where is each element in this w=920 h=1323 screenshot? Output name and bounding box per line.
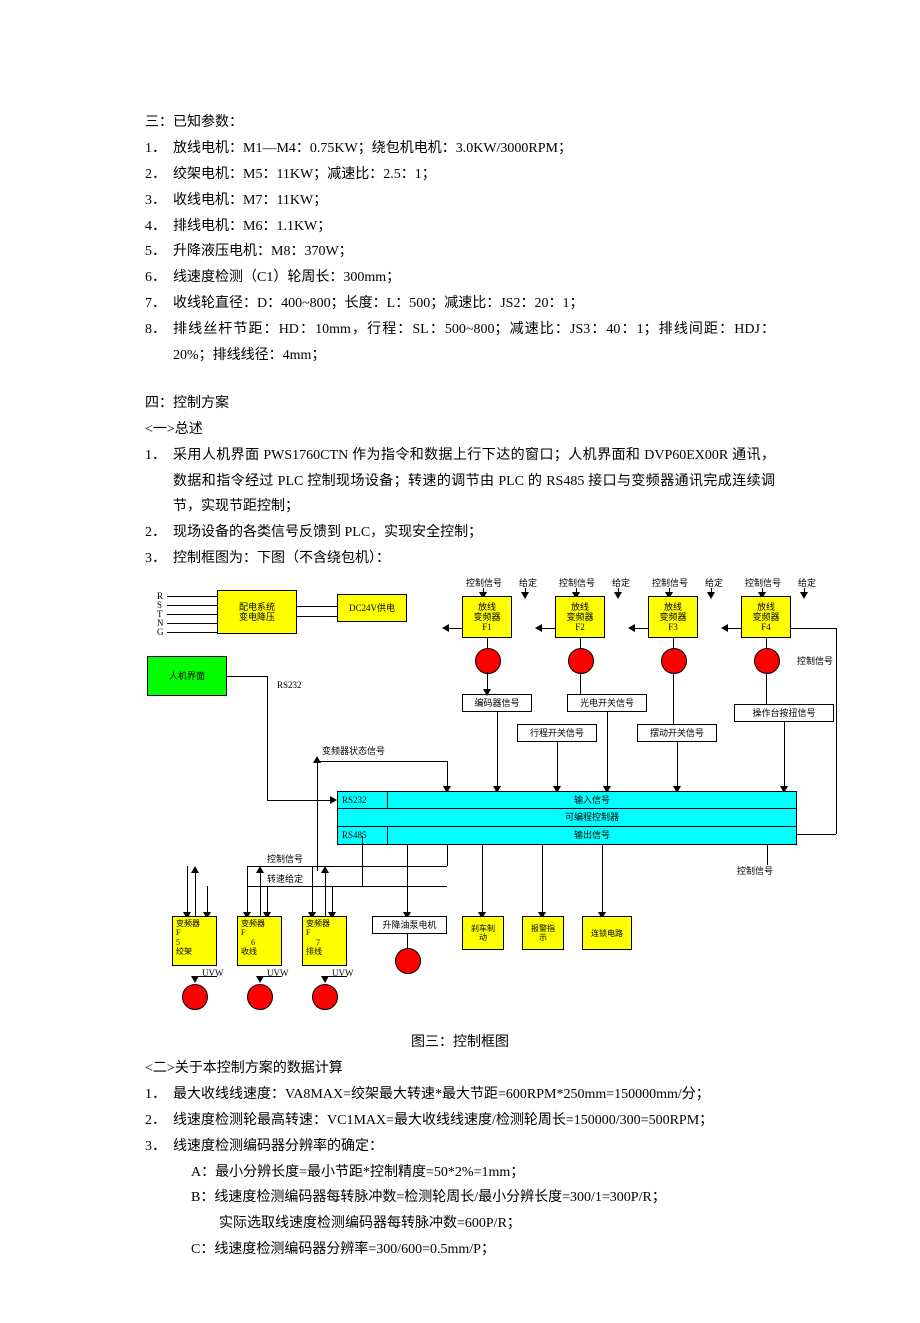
ctrl-sig-label: 控制信号 (737, 866, 773, 876)
ctrl-sig-label: 控制信号 (652, 578, 688, 588)
rs232-label: RS232 (277, 680, 302, 690)
sub-calc-list: A：最小分辨长度=最小节距*控制精度=50*2%=1mm； B：线速度检测编码器… (145, 1160, 775, 1264)
item-num: 8． (145, 317, 173, 369)
item-num: 2． (145, 520, 173, 546)
dc24v-box: DC24V供电 (337, 594, 407, 622)
control-block-diagram: R S T N G 配电系统 变电降压 DC24V供电 控制信号 给定 放线 变… (147, 576, 847, 1024)
item-text: 放线电机：M1—M4：0.75KW；绕包机电机：3.0KW/3000RPM； (173, 136, 775, 162)
item-text: 线速度检测编码器分辨率的确定： (173, 1134, 775, 1160)
calc-list: 1．最大收线线速度：VA8MAX=绞架最大转速*最大节距=600RPM*250m… (145, 1082, 775, 1160)
item-num: 4． (145, 214, 173, 240)
figure-caption: 图三：控制框图 (145, 1030, 775, 1056)
speed-set-label: 转速给定 (267, 874, 303, 884)
given-label: 给定 (705, 578, 723, 588)
item-text: 控制框图为：下图（不含绕包机）： (173, 546, 775, 572)
payoff-vfd-f1: 放线 变频器 F1 (462, 596, 512, 638)
item-text: 现场设备的各类信号反馈到 PLC，实现安全控制； (173, 520, 775, 546)
vfd-f6-box: 变频器 F 6 收线 (237, 916, 282, 966)
item-text: 线速度检测（C1）轮周长：300mm； (173, 265, 775, 291)
plc-input-label: 输入信号 (388, 792, 796, 808)
brake-box: 刹车制 动 (462, 916, 504, 950)
ctrl-sig-label: 控制信号 (559, 578, 595, 588)
calc-b: B：线速度检测编码器每转脉冲数=检测轮周长/最小分辨长度=300/1=300P/… (191, 1185, 775, 1211)
panel-signal-box: 操作台按扭信号 (734, 704, 834, 722)
item-text: 线速度检测轮最高转速：VC1MAX=最大收线线速度/检测轮周长=150000/3… (173, 1108, 775, 1134)
item-num: 3． (145, 188, 173, 214)
item-text: 最大收线线速度：VA8MAX=绞架最大转速*最大节距=600RPM*250mm=… (173, 1082, 775, 1108)
plc-box: RS232 输入信号 可编程控制器 RS485 输出信号 (337, 791, 797, 845)
uvw-label: UVW (267, 968, 289, 978)
plc-rs232-port: RS232 (338, 792, 388, 808)
item-num: 6． (145, 265, 173, 291)
item-text: 升降液压电机：M8：370W； (173, 239, 775, 265)
page: 三：已知参数： 1．放线电机：M1—M4：0.75KW；绕包机电机：3.0KW/… (0, 0, 920, 1323)
plc-name-label: 可编程控制器 (388, 809, 796, 825)
vfd-status-label: 变频器状态信号 (322, 746, 385, 756)
item-text: 收线电机：M7：11KW； (173, 188, 775, 214)
plc-output-label: 输出信号 (388, 827, 796, 844)
ctrl-sig-label: 控制信号 (466, 578, 502, 588)
motor-icon (312, 984, 338, 1010)
travel-signal-box: 行程开关信号 (517, 724, 597, 742)
interlock-box: 连锁电路 (582, 916, 632, 950)
uvw-label: UVW (332, 968, 354, 978)
item-num: 1． (145, 136, 173, 162)
given-label: 给定 (519, 578, 537, 588)
payoff-vfd-f4: 放线 变频器 F4 (741, 596, 791, 638)
motor-icon (661, 648, 687, 674)
item-text: 排线电机：M6：1.1KW； (173, 214, 775, 240)
ctrl-sig-label: 控制信号 (745, 578, 781, 588)
payoff-vfd-f2: 放线 变频器 F2 (555, 596, 605, 638)
section4-title: 四：控制方案 (145, 391, 775, 417)
alarm-box: 报警指 示 (522, 916, 564, 950)
item-num: 2． (145, 1108, 173, 1134)
item-num: 3． (145, 546, 173, 572)
vfd-f5-box: 变频器 F 5 绞架 (172, 916, 217, 966)
photo-signal-box: 光电开关信号 (567, 694, 647, 712)
motor-icon (182, 984, 208, 1010)
calc-c: C：线速度检测编码器分辨率=300/600=0.5mm/P； (191, 1237, 775, 1263)
calc-a: A：最小分辨长度=最小节距*控制精度=50*2%=1mm； (191, 1160, 775, 1186)
phase-g: G (157, 627, 164, 637)
item-text: 排线丝杆节距：HD：10mm，行程：SL：500~800；减速比：JS3：40：… (173, 317, 775, 369)
ctrl-sig-label: 控制信号 (267, 854, 303, 864)
sub1-title: <一>总述 (145, 417, 775, 443)
swing-signal-box: 摆动开关信号 (637, 724, 717, 742)
item-num: 1． (145, 1082, 173, 1108)
item-text: 采用人机界面 PWS1760CTN 作为指令和数据上行下达的窗口；人机界面和 D… (173, 443, 775, 521)
item-text: 收线轮直径：D：400~800；长度：L：500；减速比：JS2：20：1； (173, 291, 775, 317)
item-text: 绞架电机：M5：11KW；减速比：2.5：1； (173, 162, 775, 188)
given-label: 给定 (798, 578, 816, 588)
motor-icon (568, 648, 594, 674)
encoder-signal-box: 编码器信号 (462, 694, 532, 712)
item-num: 7． (145, 291, 173, 317)
item-num: 2． (145, 162, 173, 188)
motor-icon (247, 984, 273, 1010)
motor-icon (395, 948, 421, 974)
payoff-vfd-f3: 放线 变频器 F3 (648, 596, 698, 638)
uvw-label: UVW (202, 968, 224, 978)
sub2-title: <二>关于本控制方案的数据计算 (145, 1056, 775, 1082)
hmi-box: 人机界面 (147, 656, 227, 696)
ctrl-sig-label: 控制信号 (797, 656, 833, 666)
power-system-box: 配电系统 变电降压 (217, 590, 297, 634)
pump-motor-box: 升降油泵电机 (372, 916, 447, 934)
item-num: 3． (145, 1134, 173, 1160)
vfd-f7-box: 变频器 F 7 排线 (302, 916, 347, 966)
given-label: 给定 (612, 578, 630, 588)
plc-rs485-port: RS485 (338, 827, 388, 844)
item-num: 5． (145, 239, 173, 265)
section3-title: 三：已知参数： (145, 110, 775, 136)
calc-b2: 实际选取线速度检测编码器每转脉冲数=600P/R； (191, 1211, 775, 1237)
motor-icon (754, 648, 780, 674)
params-list: 1．放线电机：M1—M4：0.75KW；绕包机电机：3.0KW/3000RPM；… (145, 136, 775, 369)
scheme-list: 1．采用人机界面 PWS1760CTN 作为指令和数据上行下达的窗口；人机界面和… (145, 443, 775, 572)
motor-icon (475, 648, 501, 674)
item-num: 1． (145, 443, 173, 521)
